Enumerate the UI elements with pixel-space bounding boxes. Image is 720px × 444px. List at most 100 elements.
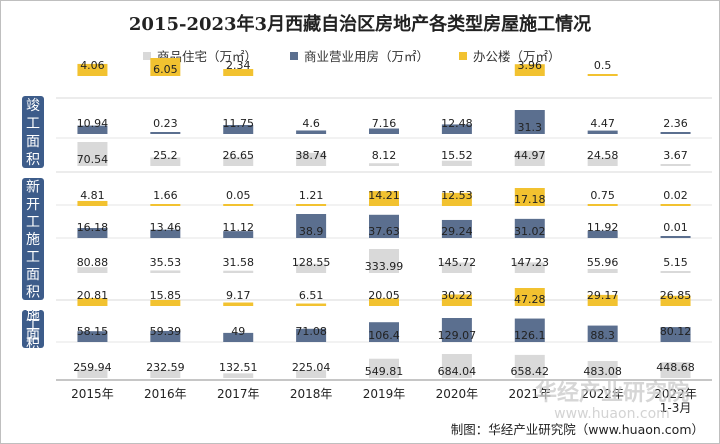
value-label: 20.05 (368, 289, 400, 302)
bar-商品住宅-0-2 (223, 156, 254, 166)
value-label: 6.51 (299, 289, 324, 302)
value-label: 13.46 (150, 221, 182, 234)
bar-办公楼-1-1 (150, 204, 181, 206)
x-axis: 2015年 2016年 2017年 2018年 2019年 2020年 2021年 2022年… (56, 379, 712, 415)
value-label: 2.34 (226, 59, 251, 72)
bar-商业营业用房-0-1 (150, 132, 181, 134)
bar-办公楼-1-4 (369, 191, 399, 206)
value-label: 1.21 (299, 189, 324, 202)
value-label: 4.81 (80, 189, 105, 202)
bar-商业营业用房-0-6 (514, 110, 545, 134)
bar-商业营业用房-2-6 (514, 318, 545, 342)
bar-商品住宅-2-5 (441, 354, 472, 378)
value-label: 259.94 (73, 361, 112, 374)
bar-商品住宅-2-6 (514, 354, 545, 378)
bar-办公楼-0-0 (77, 63, 108, 76)
value-label: 0.23 (153, 117, 178, 130)
bar-商品住宅-1-3 (296, 263, 327, 273)
x-tick-label: 2021年 (509, 387, 552, 401)
bar-商业营业用房-1-5 (441, 219, 472, 238)
bar-商品住宅-0-7 (587, 157, 618, 166)
x-tick-label: 2017年 (217, 387, 260, 401)
value-label: 26.65 (222, 149, 254, 162)
legend-label-办公楼: 办公楼（万㎡） (473, 49, 561, 64)
chart-title: 2015-2023年3月西藏自治区房地产各类型房屋施工情况 (129, 13, 591, 35)
bar-商品住宅-0-0 (77, 142, 108, 166)
value-label: 58.15 (77, 325, 109, 338)
bars (77, 58, 691, 378)
bar-商品住宅-1-4 (369, 249, 399, 273)
value-label: 3.96 (518, 59, 543, 72)
bar-办公楼-2-5 (441, 294, 472, 306)
value-label: 14.21 (368, 189, 400, 202)
group-label-text: 施工面积 (26, 308, 40, 353)
bar-商业营业用房-0-7 (587, 130, 618, 134)
bar-办公楼-1-5 (441, 192, 472, 206)
value-label: 11.75 (222, 117, 254, 130)
bar-商品住宅-0-8 (660, 164, 691, 166)
bar-商品住宅-1-8 (660, 271, 691, 273)
bar-商业营业用房-2-3 (296, 328, 327, 342)
legend: 商品住宅（万㎡） 商业营业用房（万㎡） 办公楼（万㎡） (143, 49, 561, 64)
value-label: 483.08 (583, 365, 622, 378)
value-label: 106.4 (368, 329, 400, 342)
value-label: 15.52 (441, 149, 473, 162)
value-label: 29.17 (587, 289, 619, 302)
value-label: 24.58 (587, 149, 619, 162)
value-label: 80.12 (660, 325, 692, 338)
legend-label-商业营业用房: 商业营业用房（万㎡） (304, 49, 429, 64)
bar-商业营业用房-2-2 (223, 332, 254, 342)
bar-办公楼-2-6 (514, 288, 545, 306)
bar-商品住宅-2-3 (296, 370, 327, 378)
value-label: 80.88 (77, 256, 109, 269)
value-label: 30.22 (441, 289, 473, 302)
bar-商业营业用房-2-7 (587, 325, 618, 342)
value-label: 0.5 (594, 59, 612, 72)
bar-商品住宅-2-0 (77, 368, 108, 378)
group-label-1: 新开工施工面积 (22, 178, 44, 300)
watermark-brand: 华经产业研究院 (535, 380, 689, 406)
value-label: 8.12 (372, 149, 397, 162)
bar-商业营业用房-0-2 (223, 124, 254, 134)
value-label: 59.39 (150, 325, 182, 338)
value-label: 35.53 (150, 256, 182, 269)
value-label: 7.16 (372, 117, 397, 130)
x-tick-label: 2016年 (144, 387, 187, 401)
bar-办公楼-1-2 (223, 204, 254, 206)
value-label: 4.06 (80, 59, 105, 72)
value-label: 145.72 (438, 256, 477, 269)
value-label: 9.17 (226, 289, 251, 302)
value-label: 1.66 (153, 189, 178, 202)
value-label: 16.18 (77, 221, 109, 234)
value-label: 31.02 (514, 225, 546, 238)
group-label-box (22, 310, 44, 348)
bar-商业营业用房-2-4 (369, 322, 399, 342)
group-label-text: 竣工面积 (26, 98, 40, 168)
bar-商业营业用房-1-6 (514, 218, 545, 238)
value-label: 147.23 (511, 256, 550, 269)
watermark: 华经产业研究院 www.huaon.com (535, 380, 689, 422)
legend-swatch-商品住宅 (143, 52, 151, 60)
legend-label-商品住宅: 商品住宅（万㎡） (157, 49, 257, 64)
value-label: 0.05 (226, 189, 251, 202)
value-label: 448.68 (656, 361, 695, 374)
watermark-url: www.huaon.com (554, 406, 670, 422)
value-label: 10.94 (77, 117, 109, 130)
value-label: 44.97 (514, 149, 546, 162)
bar-商业营业用房-0-5 (441, 124, 472, 134)
bar-办公楼-2-4 (369, 298, 399, 306)
value-label: 38.9 (299, 225, 324, 238)
value-label: 4.6 (302, 117, 320, 130)
value-label: 128.55 (292, 256, 331, 269)
bar-商品住宅-2-7 (587, 361, 618, 378)
bar-商品住宅-0-4 (369, 163, 399, 166)
x-tick-label: 2022年 1-3月 (654, 387, 697, 415)
value-label: 0.01 (663, 221, 688, 234)
group-label-box (22, 178, 44, 300)
bar-商品住宅-1-0 (77, 267, 108, 273)
value-label: 333.99 (365, 260, 404, 273)
value-label: 6.05 (153, 63, 178, 76)
legend-swatch-办公楼 (459, 52, 467, 60)
